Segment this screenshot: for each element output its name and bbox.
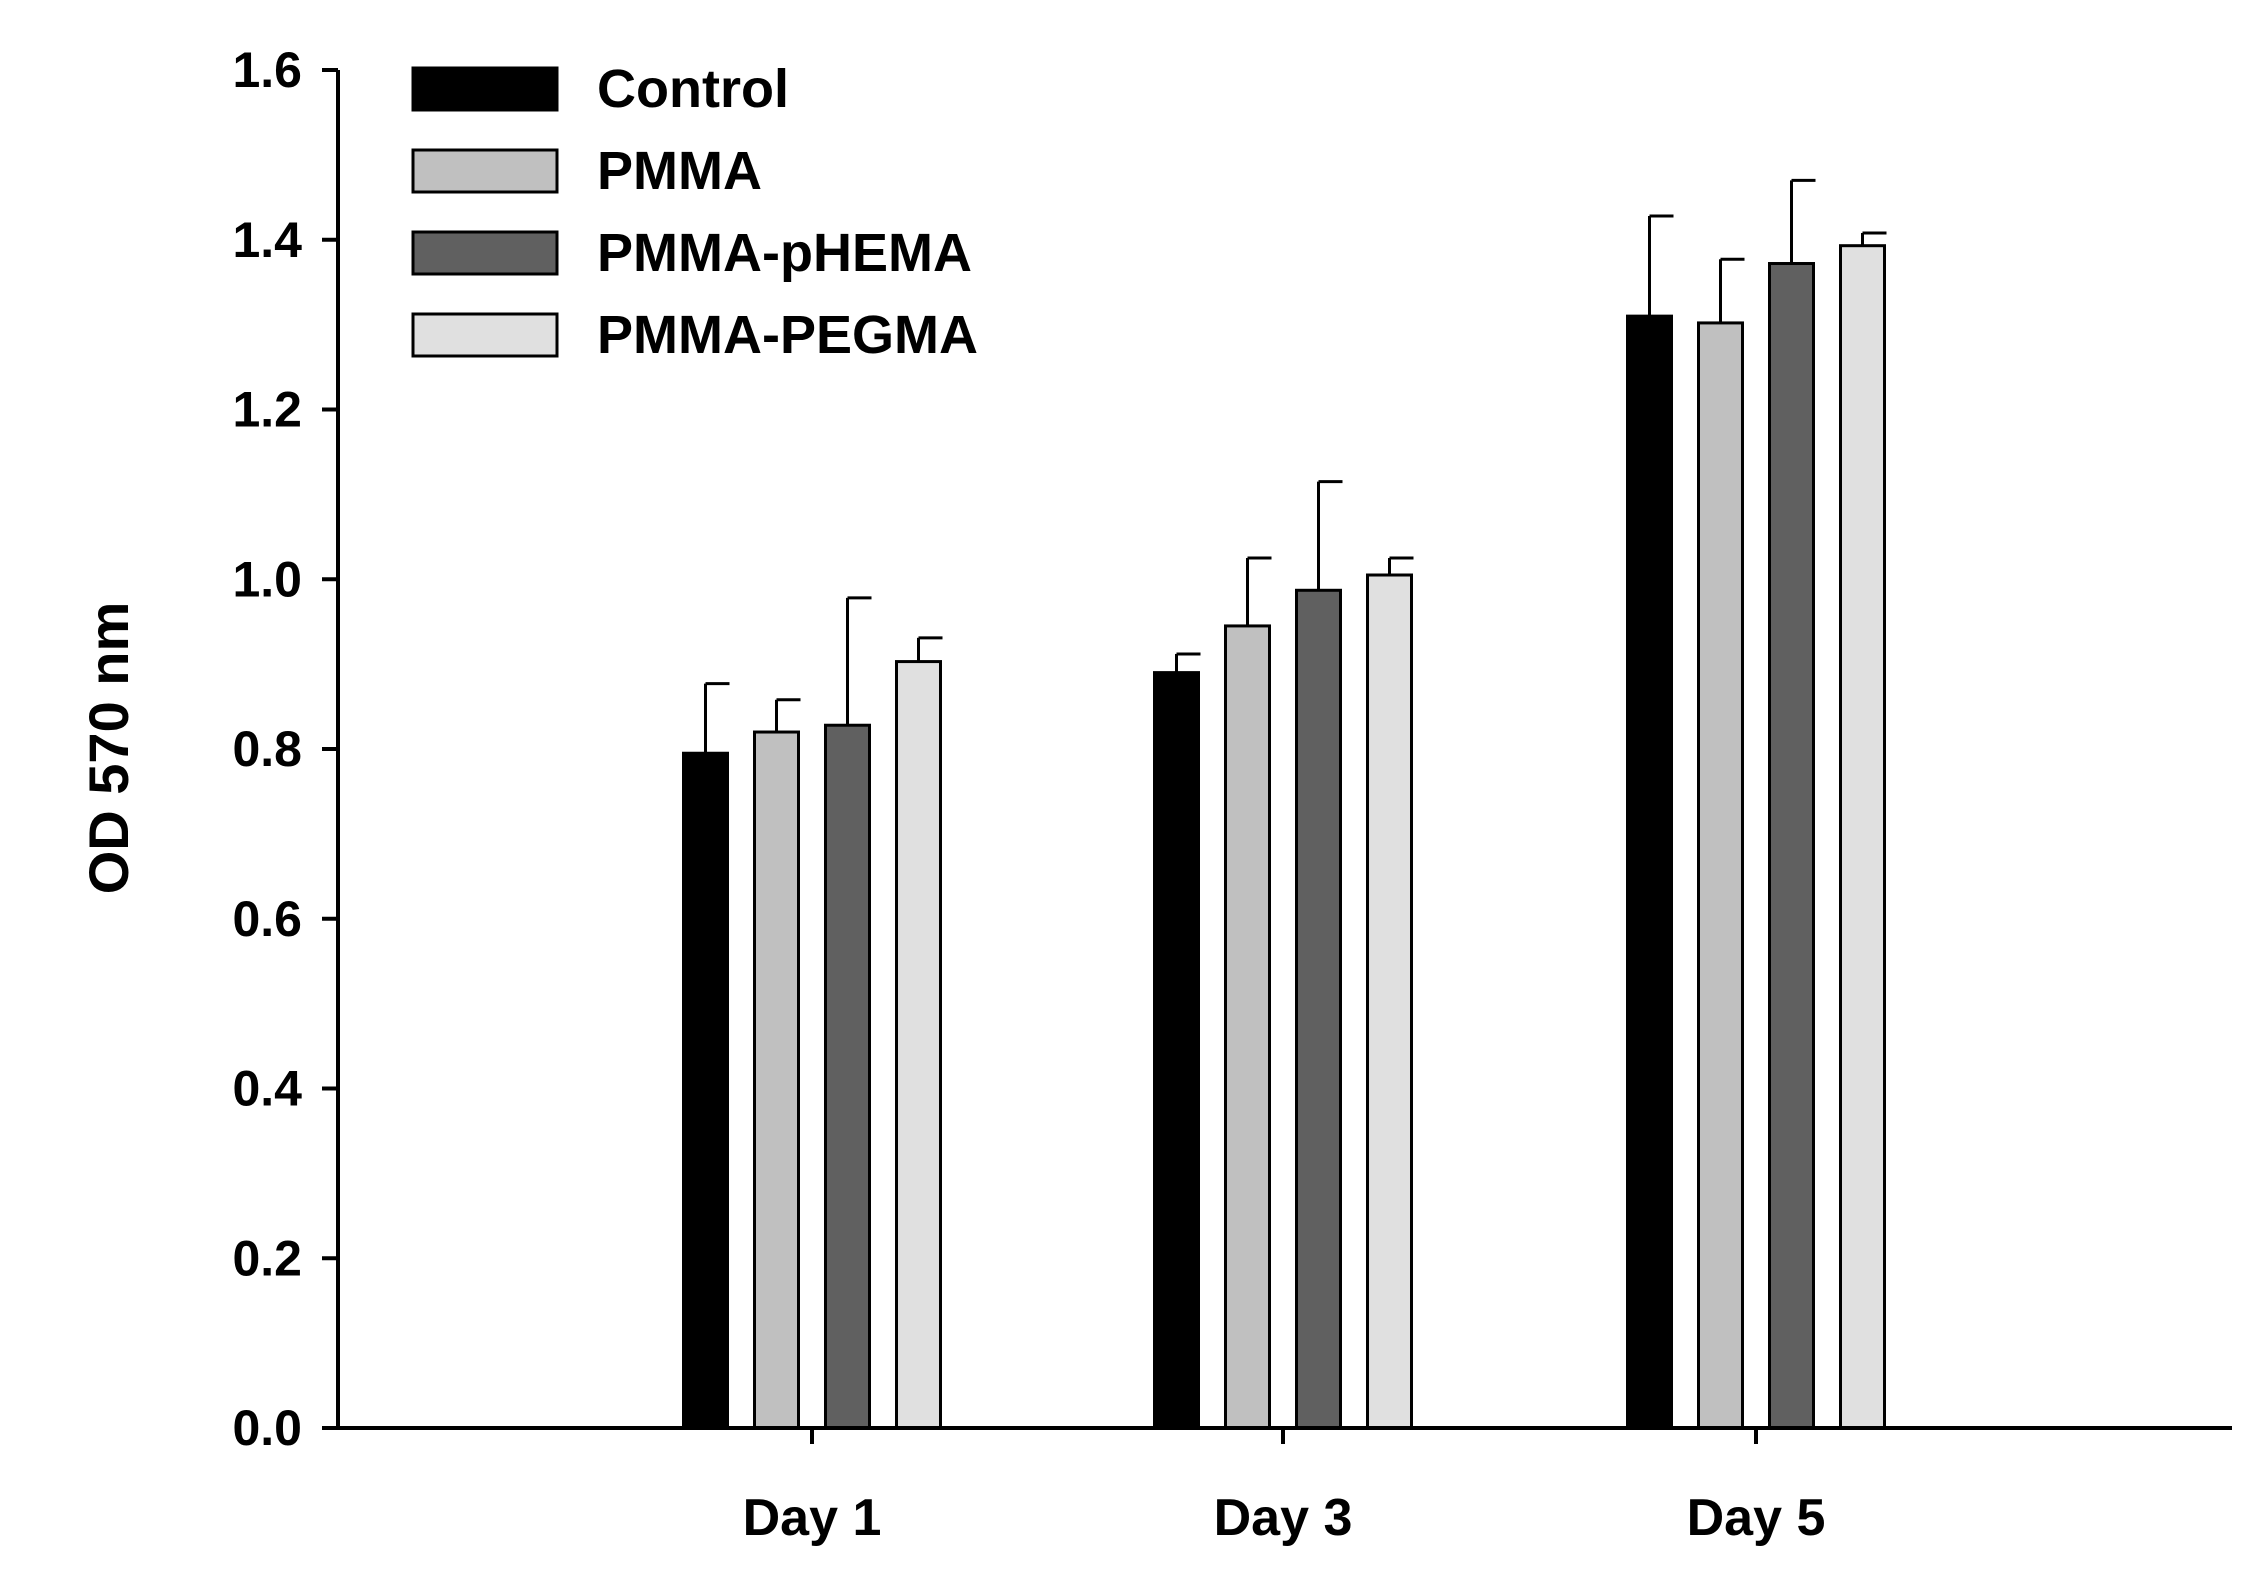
y-tick-label: 1.0	[232, 551, 302, 607]
bar-control-day3	[1153, 671, 1200, 1430]
bar-pmma-day3	[1224, 624, 1271, 1430]
bar-control-day5	[1626, 314, 1673, 1430]
y-tick-label: 1.4	[232, 212, 302, 268]
legend-swatch-pmma-phema	[411, 230, 559, 276]
legend: Control PMMA PMMA-pHEMA PMMA-PEGMA	[411, 59, 978, 365]
bar-pmma-day1	[753, 730, 800, 1430]
bar-pmma-pegma-day1	[895, 660, 942, 1430]
legend-swatch-pmma	[411, 148, 559, 194]
y-tick-label: 1.6	[232, 42, 302, 98]
y-tick-label: 0.8	[232, 721, 302, 777]
y-axis-title: OD 570 nm	[77, 602, 140, 895]
legend-label: PMMA-pHEMA	[597, 223, 972, 283]
y-tick-label: 0.0	[232, 1400, 302, 1456]
bars-layer	[682, 244, 1886, 1430]
bar-pmma-pegma-day5	[1839, 244, 1886, 1430]
legend-swatch-pmma-pegma	[411, 312, 559, 358]
bar-pmma-day5	[1697, 321, 1744, 1430]
y-ticks: 0.0 0.2 0.4 0.6 0.8 1.0 1.2 1.4 1.6	[232, 42, 338, 1456]
y-tick-label: 0.4	[232, 1061, 302, 1117]
bar-pmma-pegma-day3	[1366, 573, 1413, 1430]
bar-pmma-phema-day1	[824, 723, 871, 1430]
legend-swatch-control	[411, 66, 559, 112]
x-tick-label: Day 5	[1687, 1489, 1826, 1547]
legend-label: Control	[597, 59, 789, 119]
x-ticks: Day 1 Day 3 Day 5	[743, 1428, 1826, 1547]
bar-pmma-phema-day5	[1768, 262, 1815, 1430]
bar-control-day1	[682, 751, 729, 1430]
x-tick-label: Day 1	[743, 1489, 882, 1547]
y-tick-label: 1.2	[232, 382, 302, 438]
x-tick-label: Day 3	[1214, 1489, 1353, 1547]
error-bars-layer	[704, 178, 1887, 754]
legend-label: PMMA-PEGMA	[597, 305, 978, 365]
y-tick-label: 0.6	[232, 891, 302, 947]
y-tick-label: 0.2	[232, 1230, 302, 1286]
bar-pmma-phema-day3	[1295, 588, 1342, 1430]
legend-label: PMMA	[597, 141, 762, 201]
